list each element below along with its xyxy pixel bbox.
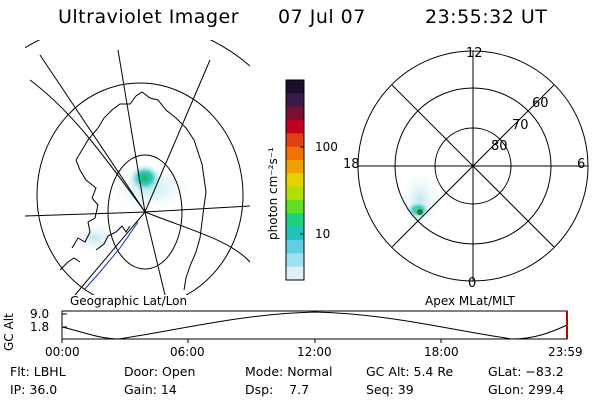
mlat-label-80: 80 (491, 139, 508, 154)
status-glon: GLon: 299.4 (488, 382, 564, 397)
colorbar-unit-label: photon cm⁻²s⁻¹ (266, 147, 280, 240)
meridian (117, 49, 146, 213)
colorbar-segment (286, 106, 304, 121)
colorbar-tick-label: 100 (315, 140, 338, 154)
altitude-curve (61, 311, 568, 340)
altitude-ytick-label: 1.8 (30, 320, 50, 334)
colorbar (286, 80, 304, 281)
colorbar-segment (286, 146, 304, 161)
meridian (144, 205, 250, 213)
altitude-xtick-label: 06:00 (170, 345, 205, 359)
altitude-xtick-label: 12:00 (297, 345, 332, 359)
mlt-label-noon: 12 (466, 46, 483, 61)
colorbar-segment (286, 226, 304, 241)
colorbar-frame (285, 79, 305, 281)
colorbar-segment (286, 80, 304, 94)
colorbar-segment (286, 213, 304, 228)
meridian (144, 59, 211, 213)
aurora-bright-spot (129, 164, 161, 192)
coastline (59, 257, 81, 271)
altitude-xtick-label: 23:59 (548, 345, 583, 359)
mlt-label-dawn: 6 (577, 157, 586, 172)
polar-axis (391, 84, 555, 248)
status-gain: Gain: 14 (124, 382, 177, 397)
observation-date: 07 Jul 07 (278, 6, 366, 28)
geographic-map (25, 40, 250, 295)
colorbar-segment (286, 266, 304, 281)
colorbar-segment (286, 253, 304, 268)
mlat-label-60: 60 (532, 96, 549, 111)
colorbar-segment (286, 200, 304, 214)
polar-plot (357, 50, 589, 282)
colorbar-segment (286, 120, 304, 134)
aurora-faint-patch (73, 224, 117, 252)
left-map-caption: Geographic Lat/Lon (70, 294, 188, 308)
mlt-label-midnight: 0 (468, 276, 477, 291)
right-polar-caption: Apex MLat/MLT (425, 294, 515, 308)
colorbar-segment (286, 160, 304, 174)
orbit-track (83, 221, 139, 291)
meridian (39, 54, 146, 213)
latitude-circle (36, 82, 244, 295)
coastline (71, 91, 207, 291)
colorbar-segment (286, 93, 304, 108)
altitude-ylabel: GC Alt (2, 313, 16, 351)
aurora-core (417, 209, 423, 215)
altitude-xtick-label: 18:00 (424, 345, 459, 359)
altitude-plot-frame (61, 310, 568, 340)
altitude-xtick-label: 00:00 (45, 345, 80, 359)
colorbar-segment (286, 186, 304, 201)
status-ip: IP: 36.0 (10, 382, 58, 397)
meridian (144, 211, 250, 263)
meridian (144, 211, 166, 295)
status-dsp: Dsp: 7.7 (245, 382, 310, 397)
altitude-plot (61, 310, 568, 343)
colorbar-segment (286, 173, 304, 188)
altitude-ytick-label: 9.0 (30, 307, 50, 321)
status-door: Door: Open (124, 364, 196, 379)
status-sequence: Seq: 39 (366, 382, 414, 397)
latitude-circle (107, 154, 183, 270)
mlt-label-dusk: 18 (343, 157, 360, 172)
colorbar-segment (286, 133, 304, 148)
status-glat: GLat: −83.2 (488, 364, 564, 379)
app-title: Ultraviolet Imager (58, 6, 240, 28)
status-filter: Flt: LBHL (10, 364, 66, 379)
status-mode: Mode: Normal (245, 364, 333, 379)
meridian (29, 79, 146, 213)
colorbar-segment (286, 240, 304, 254)
meridian (25, 211, 146, 217)
observation-time: 23:55:32 UT (425, 6, 548, 28)
coastline (95, 225, 131, 251)
status-gc-altitude: GC Alt: 5.4 Re (366, 364, 454, 379)
colorbar-tick-label: 10 (315, 227, 331, 241)
meridian (74, 211, 146, 295)
mlat-label-70: 70 (512, 118, 529, 133)
